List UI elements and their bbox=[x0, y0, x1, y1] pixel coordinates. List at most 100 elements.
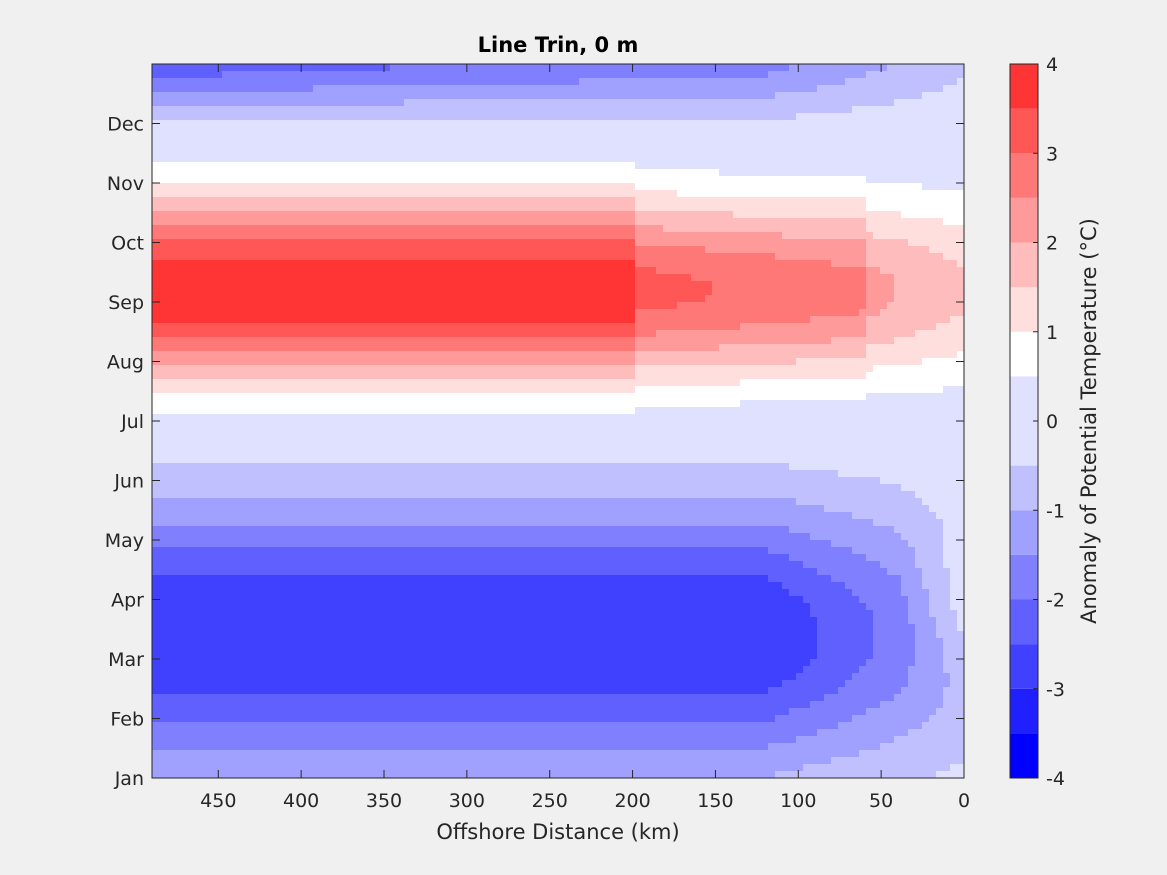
contour-cell bbox=[740, 218, 748, 226]
contour-cell bbox=[684, 260, 692, 268]
contour-cell bbox=[621, 64, 629, 72]
contour-cell bbox=[397, 92, 405, 100]
contour-cell bbox=[474, 197, 482, 205]
contour-cell bbox=[544, 120, 552, 128]
contour-cell bbox=[264, 64, 272, 72]
contour-cell bbox=[159, 183, 167, 191]
contour-cell bbox=[439, 106, 447, 114]
contour-cell bbox=[719, 204, 727, 212]
contour-cell bbox=[929, 64, 937, 72]
contour-cell bbox=[194, 141, 202, 149]
contour-cell bbox=[782, 148, 790, 156]
contour-cell bbox=[796, 204, 804, 212]
contour-cell bbox=[285, 169, 293, 177]
contour-cell bbox=[439, 134, 447, 142]
contour-cell bbox=[222, 64, 230, 72]
contour-cell bbox=[656, 330, 664, 338]
contour-cell bbox=[551, 176, 559, 184]
contour-cell bbox=[649, 274, 657, 282]
contour-cell bbox=[243, 99, 251, 107]
contour-cell bbox=[264, 113, 272, 121]
contour-cell bbox=[887, 253, 895, 261]
contour-cell bbox=[782, 274, 790, 282]
contour-cell bbox=[453, 295, 461, 303]
contour-cell bbox=[159, 197, 167, 205]
contour-cell bbox=[453, 204, 461, 212]
contour-cell bbox=[306, 330, 314, 338]
contour-cell bbox=[894, 337, 902, 345]
contour-cell bbox=[740, 351, 748, 359]
contour-cell bbox=[299, 239, 307, 247]
contour-cell bbox=[516, 309, 524, 317]
contour-cell bbox=[264, 106, 272, 114]
contour-cell bbox=[278, 85, 286, 93]
contour-cell bbox=[537, 162, 545, 170]
contour-cell bbox=[712, 71, 720, 79]
contour-cell bbox=[824, 176, 832, 184]
contour-cell bbox=[726, 260, 734, 268]
contour-cell bbox=[292, 106, 300, 114]
contour-cell bbox=[579, 274, 587, 282]
contour-cell bbox=[348, 218, 356, 226]
contour-cell bbox=[929, 323, 937, 331]
contour-cell bbox=[474, 337, 482, 345]
contour-cell bbox=[887, 92, 895, 100]
contour-cell bbox=[530, 113, 538, 121]
contour-cell bbox=[712, 190, 720, 198]
contour-cell bbox=[397, 302, 405, 310]
contour-cell bbox=[936, 197, 944, 205]
contour-cell bbox=[180, 148, 188, 156]
contour-cell bbox=[460, 176, 468, 184]
contour-cell bbox=[719, 169, 727, 177]
contour-cell bbox=[229, 239, 237, 247]
contour-cell bbox=[299, 190, 307, 198]
contour-cell bbox=[621, 232, 629, 240]
contour-cell bbox=[516, 260, 524, 268]
contour-cell bbox=[502, 337, 510, 345]
contour-cell bbox=[152, 78, 160, 86]
contour-cell bbox=[152, 148, 160, 156]
contour-cell bbox=[285, 302, 293, 310]
contour-cell bbox=[327, 295, 335, 303]
contour-cell bbox=[586, 106, 594, 114]
contour-cell bbox=[768, 281, 776, 289]
contour-cell bbox=[845, 260, 853, 268]
contour-cell bbox=[327, 162, 335, 170]
contour-cell bbox=[782, 323, 790, 331]
contour-cell bbox=[404, 358, 412, 366]
contour-cell bbox=[544, 309, 552, 317]
contour-cell bbox=[509, 106, 517, 114]
contour-cell bbox=[264, 309, 272, 317]
contour-cell bbox=[250, 358, 258, 366]
contour-cell bbox=[775, 71, 783, 79]
contour-cell bbox=[313, 176, 321, 184]
contour-cell bbox=[341, 309, 349, 317]
contour-cell bbox=[425, 351, 433, 359]
contour-cell bbox=[684, 358, 692, 366]
contour-cell bbox=[208, 281, 216, 289]
contour-cell bbox=[677, 64, 685, 72]
contour-cell bbox=[285, 309, 293, 317]
contour-cell bbox=[194, 218, 202, 226]
contour-cell bbox=[362, 162, 370, 170]
contour-cell bbox=[936, 190, 944, 198]
contour-cell bbox=[733, 323, 741, 331]
contour-cell bbox=[229, 253, 237, 261]
contour-cell bbox=[838, 351, 846, 359]
contour-cell bbox=[579, 113, 587, 121]
contour-cell bbox=[530, 197, 538, 205]
contour-cell bbox=[257, 113, 265, 121]
contour-cell bbox=[355, 134, 363, 142]
contour-cell bbox=[950, 134, 958, 142]
contour-cell bbox=[593, 246, 601, 254]
contour-cell bbox=[670, 204, 678, 212]
contour-cell bbox=[159, 148, 167, 156]
contour-cell bbox=[320, 71, 328, 79]
contour-cell bbox=[558, 162, 566, 170]
contour-cell bbox=[432, 176, 440, 184]
contour-cell bbox=[222, 218, 230, 226]
contour-cell bbox=[516, 323, 524, 331]
contour-cell bbox=[551, 85, 559, 93]
contour-cell bbox=[383, 183, 391, 191]
contour-cell bbox=[502, 197, 510, 205]
